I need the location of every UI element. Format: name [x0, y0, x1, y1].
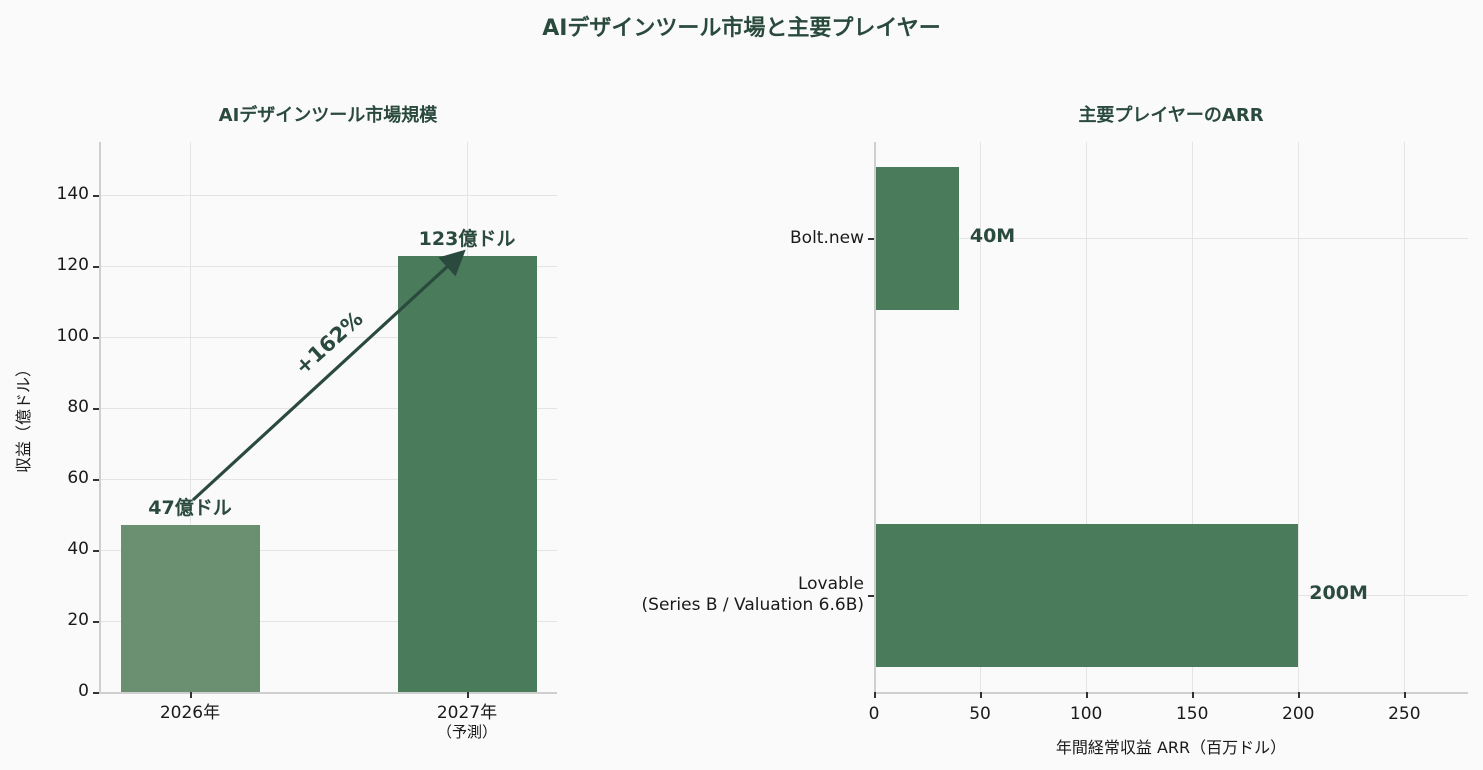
bar-value-label: 40M [969, 225, 1016, 247]
grid-line-v [1086, 142, 1087, 692]
y-tick-label: 80 [67, 397, 89, 418]
y-tick-mark [93, 621, 99, 623]
grid-line-v [1192, 142, 1193, 692]
arr-chart-title: 主要プレイヤーのARR [1078, 105, 1264, 126]
y-axis-spine [874, 142, 876, 692]
y-tick-label: 20 [67, 610, 89, 631]
y-tick-mark [93, 337, 99, 339]
x-tick-mark [874, 692, 876, 698]
x-tick-label-line: （予測） [436, 723, 497, 741]
y-tick-label-line: Bolt.new [790, 227, 864, 248]
x-tick-mark [1192, 692, 1194, 698]
x-tick-label: 150 [1175, 704, 1209, 724]
grid-line-v [1404, 142, 1405, 692]
figure-title: AIデザインツール市場と主要プレイヤー [542, 16, 941, 41]
y-tick-label: 60 [67, 468, 89, 489]
x-tick-label: 100 [1069, 704, 1103, 724]
bar-1 [397, 255, 537, 692]
y-tick-label: Bolt.new [474, 228, 864, 249]
bar-value-label: 200M [1309, 582, 1368, 604]
y-tick-mark [93, 692, 99, 694]
bar-0 [874, 166, 959, 310]
y-tick-mark [93, 479, 99, 481]
y-tick-label: 40 [67, 539, 89, 560]
x-tick-label: 2027年 （予測） [387, 704, 547, 742]
y-tick-label: 140 [56, 184, 89, 205]
x-tick-label: 2026年 [110, 704, 270, 723]
x-tick-label: 200 [1282, 704, 1315, 724]
x-tick-label-line: 2027年 [436, 703, 498, 723]
y-axis-spine [99, 142, 101, 692]
x-tick-label-line: 2026年 [159, 703, 221, 723]
bar-value-label: 47億ドル [148, 497, 232, 520]
grid-line-h [99, 195, 557, 196]
grid-line-v [980, 142, 981, 692]
x-tick-mark [190, 692, 192, 698]
y-tick-mark [868, 238, 874, 240]
bar-value-label: 123億ドル [418, 227, 516, 250]
x-tick-label: 50 [969, 704, 991, 724]
growth-annotation: +162% [290, 306, 368, 380]
y-tick-mark [93, 408, 99, 410]
grid-line-h [99, 621, 557, 622]
y-tick-label: 100 [56, 326, 89, 347]
market-size-y-axis-label: 収益（億ドル） [14, 360, 33, 474]
x-tick-mark [467, 692, 469, 698]
y-tick-mark [93, 266, 99, 268]
y-tick-label: Lovable (Series B / Valuation 6.6B) [474, 574, 864, 616]
y-tick-mark [93, 195, 99, 197]
bar-1 [874, 523, 1299, 667]
y-tick-mark [868, 595, 874, 597]
arr-x-axis-label: 年間経常収益 ARR（百万ドル） [1055, 738, 1287, 757]
market-size-chart-title: AIデザインツール市場規模 [218, 105, 438, 126]
x-axis-spine [99, 692, 557, 694]
x-tick-label: 0 [868, 704, 880, 724]
x-tick-mark [1086, 692, 1088, 698]
x-tick-mark [980, 692, 982, 698]
y-tick-label-line: (Series B / Valuation 6.6B) [641, 595, 864, 615]
grid-line-v [190, 142, 191, 692]
grid-line-h [99, 550, 557, 551]
y-tick-label: 120 [56, 255, 89, 276]
x-tick-mark [1298, 692, 1300, 698]
x-axis-spine [874, 692, 1468, 694]
y-tick-label: 0 [78, 681, 89, 701]
y-tick-label-line: Lovable [797, 574, 864, 594]
grid-line-v [1298, 142, 1299, 692]
grid-line-h [874, 238, 1468, 239]
x-tick-label: 250 [1388, 704, 1421, 724]
y-tick-mark [93, 550, 99, 552]
x-tick-mark [1404, 692, 1406, 698]
bar-0 [120, 525, 260, 692]
